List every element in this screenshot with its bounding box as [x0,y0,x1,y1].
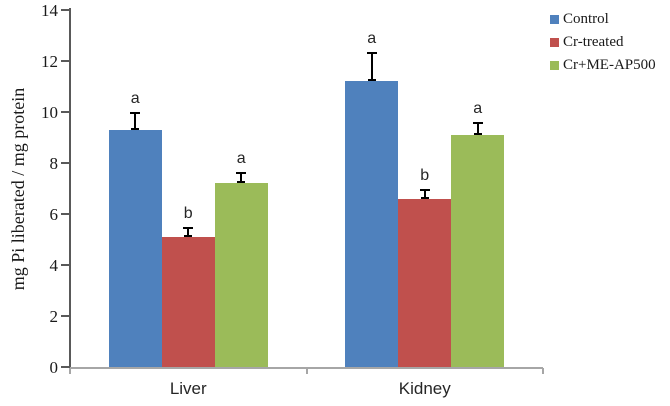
y-axis-line [69,8,71,369]
category-label-kidney: Kidney [398,379,451,398]
error-bar-cap-bottom [184,234,193,237]
error-bar-cap-bottom [473,132,482,135]
error-bar-line [370,53,373,82]
error-bar-cap-top [472,122,483,125]
error-bar-line [423,189,426,199]
y-tick-mark [61,111,69,113]
y-axis-title: mg Pi liberated / mg protein [8,87,28,291]
legend-label: Control [563,11,609,27]
y-tick-label: 6 [49,205,59,224]
significance-letter: b [183,205,193,223]
bar-cr-me-ap500-kidney [451,134,505,367]
bar-cr-me-ap500-liver [214,183,268,367]
y-tick-mark [61,315,69,317]
y-tick-label: 0 [49,358,59,377]
error-bar-cap-bottom [131,127,140,130]
y-tick-mark [61,60,69,62]
error-bar-cap-top [236,172,247,175]
error-bar-cap-bottom [420,196,429,199]
legend-item-cr-treated: Cr-treated [550,31,656,54]
legend-label: Cr-treated [563,34,624,50]
y-tick-label: 14 [41,1,58,20]
significance-letter: a [367,30,377,48]
significance-letter: a [473,100,483,118]
error-bar-line [134,113,137,130]
x-tick-mark [305,368,308,374]
error-bar-line [240,173,243,184]
y-tick-label: 8 [49,154,59,173]
error-bar-cap-bottom [367,79,376,82]
y-tick-mark [61,366,69,368]
bar-control-kidney [345,81,399,367]
bar-cr-treated-kidney [398,198,452,367]
error-bar-cap-top [419,188,430,191]
legend-item-cr-me-ap500: Cr+ME-AP500 [550,54,656,77]
x-tick-mark [69,368,71,374]
legend: Control Cr-treated Cr+ME-AP500 [550,8,656,77]
legend-swatch-icon [550,61,559,70]
error-bar-cap-bottom [237,181,246,184]
category-label-liver: Liver [169,379,207,398]
legend-label: Cr+ME-AP500 [563,57,656,73]
error-bar-cap-top [183,227,194,230]
error-bar-line [476,123,479,135]
y-tick-mark [61,213,69,215]
significance-letter: b [420,166,430,184]
significance-letter: a [130,90,140,108]
x-tick-mark [542,368,544,374]
significance-letter: a [236,150,246,168]
y-tick-label: 2 [49,307,59,326]
y-tick-mark [61,162,69,164]
bar-cr-treated-liver [161,236,215,367]
error-bar-line [187,228,190,237]
y-tick-label: 10 [41,103,58,122]
y-tick-label: 4 [49,256,59,275]
error-bar-cap-top [130,112,141,115]
y-tick-label: 12 [41,52,58,71]
legend-swatch-icon [550,15,559,24]
bar-control-liver [108,129,162,367]
y-tick-mark [61,9,69,11]
error-bar-cap-top [366,52,377,55]
legend-item-control: Control [550,8,656,31]
legend-swatch-icon [550,38,559,47]
y-tick-mark [61,264,69,266]
